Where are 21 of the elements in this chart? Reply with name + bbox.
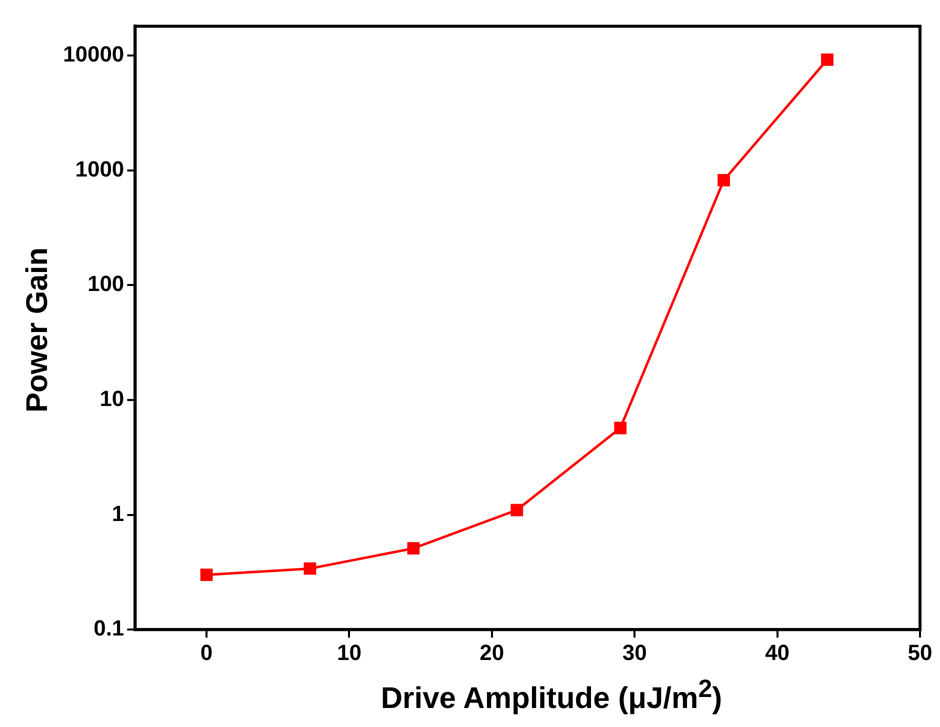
y-axis-title: Power Gain [21,247,55,413]
x-tick-label: 30 [622,640,647,665]
x-tick-label: 40 [765,640,790,665]
y-tick-label: 1000 [75,156,124,182]
point [510,504,524,516]
x-tick-label: 0 [200,640,213,665]
y-tick-label: 1 [112,500,124,526]
y-tick-label: 10 [100,386,124,412]
point [718,174,730,186]
x-tick-label: 20 [480,640,504,665]
point [821,53,834,66]
point [407,542,420,555]
y-tick-label: 100 [87,271,124,296]
y-tick-label: 0.1 [94,616,124,641]
y-tick-label: 10000 [62,42,124,67]
x-tick-label: 10 [336,640,362,665]
point [304,562,316,575]
point [200,568,213,582]
point [614,422,627,434]
x-tick-label: 50 [908,640,932,665]
x-axis-title: Drive Amplitude (μJ/m$^{2}$) [380,675,724,716]
